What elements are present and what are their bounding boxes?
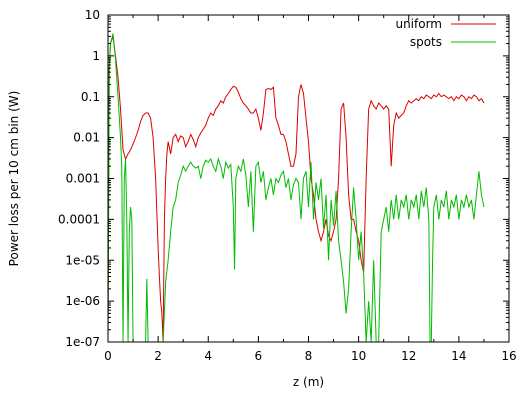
x-tick-label: 6 <box>255 349 263 363</box>
y-tick-label: 1e-05 <box>65 253 100 267</box>
ticks-layer: 0 2 4 6 8 10 12 14 16 1e-07 1e-06 1e-05 0.0001 0.001 0… <box>58 8 516 363</box>
y-tick-label: 1 <box>92 49 100 63</box>
y-tick-label: 0.01 <box>73 131 100 145</box>
x-tick-label: 10 <box>351 349 366 363</box>
plot-frame <box>107 14 510 343</box>
legend-label-uniform: uniform <box>395 17 442 31</box>
y-tick-label: 10 <box>85 8 100 22</box>
x-tick-label: 0 <box>104 349 112 363</box>
y-tick-label: 0.1 <box>81 90 100 104</box>
x-tick-label: 4 <box>204 349 212 363</box>
y-tick-label: 0.0001 <box>58 212 100 226</box>
x-tick-label: 14 <box>451 349 466 363</box>
legend-label-spots: spots <box>410 35 442 49</box>
x-tick-label: 12 <box>401 349 416 363</box>
x-tick-label: 2 <box>154 349 162 363</box>
series-layer <box>108 33 485 342</box>
y-tick-label: 0.001 <box>66 172 100 186</box>
y-tick-label: 1e-06 <box>65 294 100 308</box>
series-line-spots <box>108 33 485 342</box>
x-axis-label: z (m) <box>293 375 324 389</box>
y-tick-label: 1e-07 <box>65 335 100 349</box>
legend: uniform spots <box>395 17 496 49</box>
series-line-uniform <box>108 36 485 342</box>
x-tick-label: 8 <box>305 349 313 363</box>
x-tick-label: 16 <box>501 349 516 363</box>
y-axis-label: Power loss per 10 cm bin (W) <box>7 91 21 267</box>
